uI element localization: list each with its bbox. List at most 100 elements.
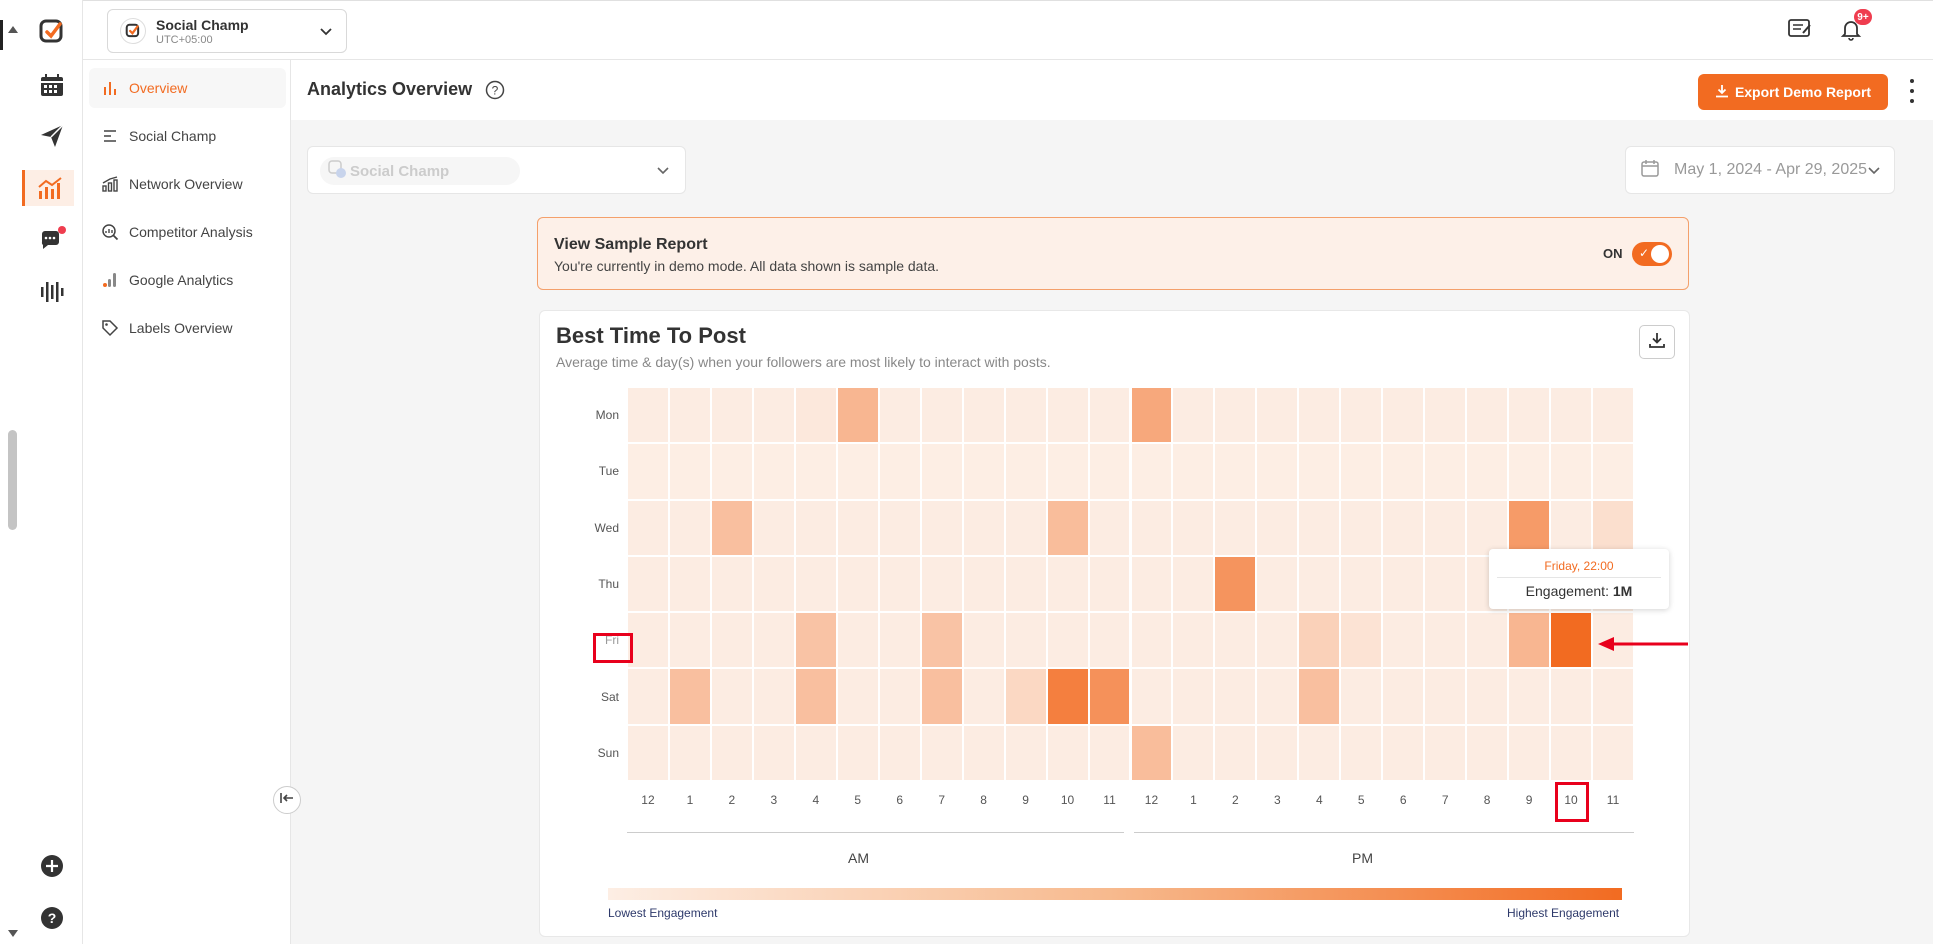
heatmap-cell[interactable]	[1214, 612, 1257, 669]
heatmap-cell[interactable]	[1592, 499, 1634, 556]
download-chart-button[interactable]	[1639, 325, 1675, 359]
heatmap-cell[interactable]	[1592, 443, 1634, 500]
subnav-item-google-analytics[interactable]: Google Analytics	[89, 260, 286, 300]
sample-report-toggle[interactable]: ✓	[1632, 242, 1672, 266]
heatmap-cell[interactable]	[1004, 387, 1047, 444]
heatmap-cell[interactable]	[1382, 443, 1425, 500]
heatmap-cell[interactable]	[878, 668, 921, 725]
heatmap-cell[interactable]	[1088, 555, 1131, 613]
calendar-icon[interactable]	[34, 68, 70, 104]
heatmap-cell[interactable]	[1298, 668, 1341, 725]
heatmap-cell[interactable]	[836, 387, 879, 444]
heatmap-cell[interactable]	[920, 443, 963, 500]
heatmap-cell[interactable]	[668, 499, 711, 556]
heatmap-cell[interactable]	[1340, 555, 1383, 613]
heatmap-cell[interactable]	[1298, 724, 1341, 781]
heatmap-cell[interactable]	[627, 499, 669, 556]
heatmap-cell[interactable]	[1298, 387, 1341, 444]
heatmap-cell[interactable]	[1256, 668, 1299, 725]
heatmap-cell[interactable]	[1088, 724, 1131, 781]
heatmap-cell[interactable]	[794, 387, 837, 444]
heatmap-cell[interactable]	[1256, 499, 1299, 556]
send-icon[interactable]	[34, 118, 70, 154]
heatmap-cell[interactable]	[710, 555, 753, 613]
heatmap-cell[interactable]	[1172, 555, 1215, 613]
heatmap-cell[interactable]	[1508, 612, 1551, 669]
heatmap-cell[interactable]	[627, 387, 669, 444]
heatmap-cell[interactable]	[1172, 499, 1215, 556]
heatmap-cell[interactable]	[1592, 724, 1634, 781]
heatmap-cell[interactable]	[878, 724, 921, 781]
heatmap-cell[interactable]	[1466, 387, 1509, 444]
heatmap-cell[interactable]	[836, 724, 879, 781]
heatmap-cell[interactable]	[710, 668, 753, 725]
heatmap-cell[interactable]	[878, 387, 921, 444]
heatmap-cell[interactable]	[668, 612, 711, 669]
heatmap-cell[interactable]	[1214, 668, 1257, 725]
heatmap-cell[interactable]	[627, 555, 669, 613]
heatmap-cell[interactable]	[1088, 499, 1131, 556]
heatmap-cell[interactable]	[1004, 612, 1047, 669]
app-logo-icon[interactable]	[34, 14, 70, 50]
scroll-up-arrow-icon[interactable]	[8, 26, 18, 33]
heatmap-cell[interactable]	[1508, 668, 1551, 725]
heatmap-cell[interactable]	[1550, 387, 1593, 444]
heatmap-cell[interactable]	[962, 668, 1005, 725]
heatmap-cell[interactable]	[1046, 499, 1089, 556]
more-options-icon[interactable]	[1909, 79, 1915, 103]
heatmap-cell[interactable]	[1508, 387, 1551, 444]
heatmap-cell[interactable]	[836, 443, 879, 500]
heatmap-cell[interactable]	[1508, 499, 1551, 556]
subnav-item-overview[interactable]: Overview	[89, 68, 286, 108]
heatmap-cell[interactable]	[1004, 668, 1047, 725]
heatmap-cell[interactable]	[1340, 668, 1383, 725]
heatmap-cell[interactable]	[920, 724, 963, 781]
heatmap-cell[interactable]	[1130, 612, 1173, 669]
date-range-picker[interactable]: May 1, 2024 - Apr 29, 2025	[1625, 146, 1895, 194]
heatmap-cell[interactable]	[1130, 499, 1173, 556]
heatmap-cell[interactable]	[1130, 387, 1173, 444]
heatmap-cell[interactable]	[1214, 499, 1257, 556]
heatmap-cell[interactable]	[794, 668, 837, 725]
heatmap-cell[interactable]	[1298, 499, 1341, 556]
heatmap-cell[interactable]	[1214, 387, 1257, 444]
heatmap-cell[interactable]	[1088, 443, 1131, 500]
heatmap-cell[interactable]	[1340, 499, 1383, 556]
heatmap-cell[interactable]	[794, 612, 837, 669]
heatmap-cell[interactable]	[1340, 724, 1383, 781]
heatmap-cell[interactable]	[920, 668, 963, 725]
heatmap-cell[interactable]	[668, 555, 711, 613]
heatmap-cell[interactable]	[1130, 443, 1173, 500]
heatmap-cell[interactable]	[1424, 387, 1467, 444]
heatmap-cell[interactable]	[1340, 612, 1383, 669]
heatmap-cell[interactable]	[1424, 612, 1467, 669]
heatmap-cell[interactable]	[627, 612, 669, 669]
heatmap-cell[interactable]	[752, 443, 795, 500]
heatmap-cell[interactable]	[627, 668, 669, 725]
heatmap-cell[interactable]	[878, 499, 921, 556]
heatmap-cell[interactable]	[1172, 612, 1215, 669]
heatmap-cell[interactable]	[710, 612, 753, 669]
heatmap-cell[interactable]	[668, 724, 711, 781]
heatmap-cell[interactable]	[1214, 555, 1257, 613]
heatmap-cell[interactable]	[1424, 443, 1467, 500]
heatmap-cell[interactable]	[1382, 499, 1425, 556]
heatmap-cell[interactable]	[962, 499, 1005, 556]
heatmap-cell[interactable]	[1004, 555, 1047, 613]
export-demo-report-button[interactable]: Export Demo Report	[1698, 74, 1888, 110]
rail-scrollbar[interactable]	[8, 430, 17, 530]
heatmap-cell[interactable]	[1592, 387, 1634, 444]
subnav-item-network-overview[interactable]: Network Overview	[89, 164, 286, 204]
heatmap-cell[interactable]	[1130, 668, 1173, 725]
heatmap-cell[interactable]	[1172, 724, 1215, 781]
heatmap-cell[interactable]	[1424, 499, 1467, 556]
heatmap-cell[interactable]	[1550, 443, 1593, 500]
heatmap-cell[interactable]	[627, 443, 669, 500]
heatmap-cell[interactable]	[752, 612, 795, 669]
heatmap-cell[interactable]	[1382, 612, 1425, 669]
heatmap-cell[interactable]	[1550, 724, 1593, 781]
heatmap-cell[interactable]	[1382, 724, 1425, 781]
heatmap-cell[interactable]	[836, 612, 879, 669]
heatmap-cell[interactable]	[1256, 443, 1299, 500]
heatmap-cell[interactable]	[794, 724, 837, 781]
